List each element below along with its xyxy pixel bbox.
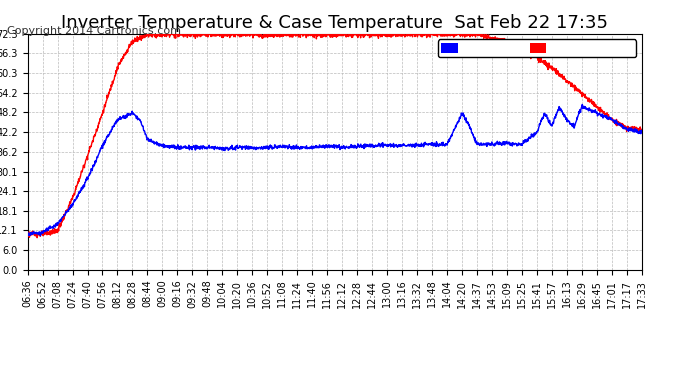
Legend: Case  (°C), Inverter  (°C): Case (°C), Inverter (°C) — [438, 39, 636, 57]
Title: Inverter Temperature & Case Temperature  Sat Feb 22 17:35: Inverter Temperature & Case Temperature … — [61, 14, 608, 32]
Text: Copyright 2014 Cartronics.com: Copyright 2014 Cartronics.com — [7, 26, 181, 36]
